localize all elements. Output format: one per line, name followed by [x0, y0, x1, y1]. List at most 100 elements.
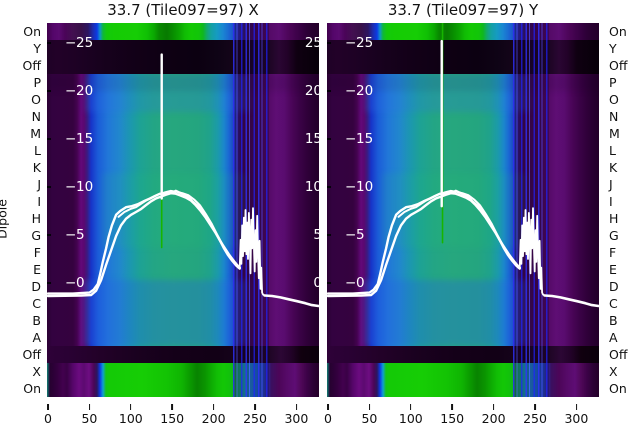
power-tick-value: 10: [356, 179, 374, 195]
x-tick-mark: [171, 404, 173, 410]
dipole-row-label: Y: [33, 41, 41, 56]
dipole-row-label: I: [37, 194, 41, 209]
x-tick: 0: [324, 404, 332, 425]
dipole-row-label: K: [609, 160, 618, 175]
heatmap-band-on-bottom: [47, 363, 319, 397]
dipole-row-label: H: [609, 211, 619, 226]
x-axis-right: 0 50 100 150 200 250 300: [324, 404, 600, 434]
x-tick-label: 100: [398, 411, 423, 426]
heatmap-band-on-bottom: [327, 363, 599, 397]
x-tick-label: 300: [284, 411, 309, 426]
power-tick-mark: [47, 42, 51, 44]
power-tick-value: 5: [356, 227, 365, 243]
heatmap-band-off-top: [47, 40, 319, 74]
x-tick-mark: [492, 404, 495, 410]
x-tick-label: 50: [361, 411, 378, 426]
power-tick-label-right: 20: [304, 83, 319, 99]
power-tick-mark: [327, 234, 331, 236]
power-tick-mark: [47, 234, 51, 236]
x-tick: 200: [202, 404, 226, 425]
dipole-row-label: Off: [609, 58, 628, 73]
dipole-row-label: L: [34, 143, 41, 158]
panel-title-x: 33.7 (Tile097=97) X: [107, 1, 259, 19]
power-tick-value: 20: [76, 83, 94, 99]
power-tick-value: 20: [356, 83, 374, 99]
power-tick-label: − 0: [327, 276, 599, 290]
x-tick: 150: [160, 404, 184, 425]
x-tick: 250: [523, 404, 547, 425]
dipole-row-label: X: [32, 364, 41, 379]
power-tick-dash: −: [345, 131, 357, 147]
power-tick-label-right: 0: [313, 275, 319, 291]
power-tick-dash: −: [65, 35, 77, 51]
power-trace-a: [327, 189, 521, 295]
dipole-labels-left: On Y Off P O N M L K J I H G F E D C B A Off X On: [0, 23, 41, 397]
dipole-row-label: M: [609, 126, 620, 141]
power-tick-mark: [327, 42, 331, 44]
x-tick: 150: [440, 404, 464, 425]
power-tick-label: − 15: [327, 132, 599, 146]
dipole-row-label: O: [609, 92, 619, 107]
x-tick-label: 50: [81, 411, 98, 426]
x-tick-label: 100: [118, 411, 143, 426]
dipole-row-label: C: [609, 296, 618, 311]
dipole-row-label: N: [31, 109, 41, 124]
x-tick-mark: [47, 404, 49, 410]
dipole-row-label: G: [609, 228, 619, 243]
power-tick-dash: −: [345, 227, 357, 243]
x-tick: 50: [81, 404, 97, 425]
dipole-row-label: C: [32, 296, 41, 311]
power-tick-label: − 10: [47, 180, 319, 194]
dipole-row-label: A: [32, 330, 41, 345]
power-tick-value: 15: [76, 131, 94, 147]
rfi-streaks: [233, 23, 269, 397]
power-tick-mark: [327, 90, 331, 92]
x-tick: 250: [243, 404, 267, 425]
heatmap-panel-x: − 25 − 20 − 15 − 10 − 5 − 0: [47, 23, 319, 397]
rfi-streaks: [513, 23, 549, 397]
x-tick: 200: [482, 404, 506, 425]
x-tick-mark: [575, 404, 578, 410]
dipole-row-label: G: [31, 228, 41, 243]
power-tick-dash: −: [65, 83, 77, 99]
dipole-row-label: P: [609, 75, 617, 90]
x-tick-mark: [327, 404, 329, 410]
x-tick: 300: [564, 404, 588, 425]
x-tick-label: 0: [324, 411, 332, 426]
x-tick-label: 200: [201, 411, 226, 426]
x-tick-mark: [451, 404, 453, 410]
x-tick: 300: [284, 404, 308, 425]
panel-title-y: 33.7 (Tile097=97) Y: [387, 1, 539, 19]
power-tick-label: − 10: [327, 180, 599, 194]
dipole-row-label: On: [609, 24, 627, 39]
power-trace-a: [47, 189, 241, 295]
power-tick-dash: −: [65, 131, 77, 147]
dipole-row-label: M: [30, 126, 41, 141]
power-tick-value: 25: [76, 35, 94, 51]
x-tick: 100: [119, 404, 143, 425]
dipole-row-label: A: [609, 330, 618, 345]
dipole-labels-right: On Y Off P O N M L K J I H G F E D C B A Off X On: [609, 23, 640, 397]
overlay-curves: [47, 53, 319, 308]
dipole-row-label: On: [23, 24, 41, 39]
dipole-row-label: J: [37, 177, 41, 192]
dipole-row-label: I: [609, 194, 613, 209]
dipole-row-label: D: [609, 279, 619, 294]
dipole-row-label: E: [33, 262, 41, 277]
power-tick-value: 15: [356, 131, 374, 147]
power-tick-mark: [327, 138, 331, 140]
dipole-row-label: Off: [22, 347, 41, 362]
power-tick-dash: −: [65, 227, 77, 243]
dipole-row-label: X: [609, 364, 618, 379]
power-tick-label: − 5: [47, 228, 319, 242]
power-burst: [238, 207, 266, 297]
x-tick-label: 150: [160, 411, 185, 426]
power-tick-label-right: 25: [304, 35, 319, 51]
x-tick-label: 250: [523, 411, 547, 426]
power-tick-dash: −: [345, 275, 357, 291]
x-tick-mark: [295, 404, 298, 410]
power-ticks-left: − 25 − 20 − 15 − 10 − 5 − 0: [327, 36, 599, 336]
power-tick-value: 25: [356, 35, 374, 51]
power-tick-mark: [47, 282, 51, 284]
